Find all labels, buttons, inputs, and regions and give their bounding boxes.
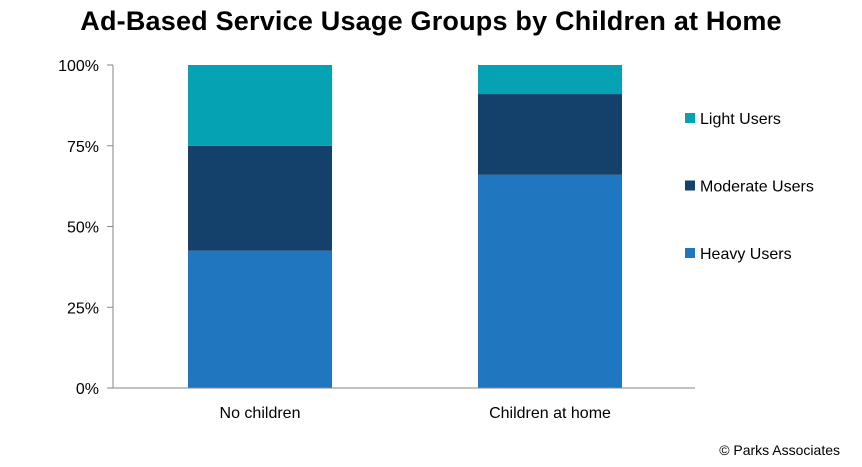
legend-swatch — [685, 180, 695, 191]
y-tick-label: 100% — [58, 58, 99, 75]
legend-label: Light Users — [700, 111, 781, 128]
bar-moderate-users-1 — [188, 145, 332, 251]
x-tick-label: No children — [220, 405, 301, 422]
bar-heavy-users-2 — [478, 174, 622, 388]
copyright-credit: © Parks Associates — [719, 442, 840, 458]
y-tick-label: 25% — [67, 300, 99, 317]
legend-label: Moderate Users — [700, 179, 814, 196]
bar-moderate-users-2 — [478, 94, 622, 175]
bar-light-users-2 — [478, 65, 622, 95]
x-tick-label: Children at home — [489, 405, 611, 422]
y-tick-label: 50% — [67, 220, 99, 237]
bar-light-users-1 — [188, 65, 332, 146]
bar-heavy-users-1 — [188, 250, 332, 388]
y-tick-label: 0% — [76, 381, 99, 398]
chart-title: Ad-Based Service Usage Groups by Childre… — [80, 6, 782, 36]
legend-swatch — [685, 113, 695, 123]
legend-label: Heavy Users — [700, 246, 792, 263]
y-tick-label: 75% — [67, 139, 99, 156]
legend-swatch — [685, 248, 695, 258]
